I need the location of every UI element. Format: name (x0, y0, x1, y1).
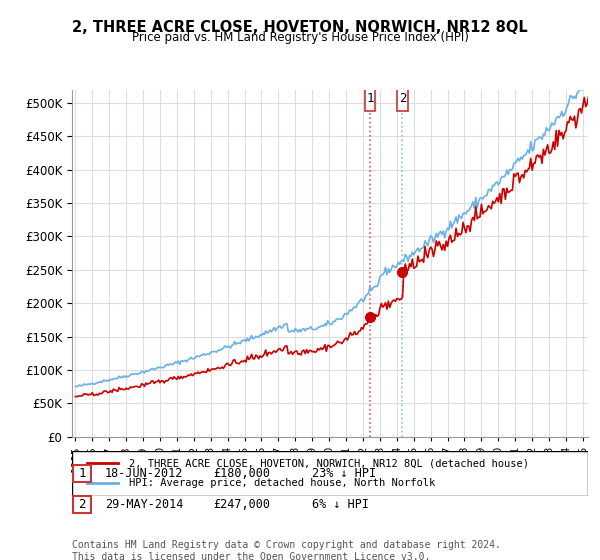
Text: £180,000: £180,000 (213, 466, 270, 480)
Text: 29-MAY-2014: 29-MAY-2014 (105, 497, 184, 511)
Text: 2: 2 (399, 92, 406, 105)
FancyBboxPatch shape (73, 496, 91, 513)
FancyBboxPatch shape (365, 86, 375, 111)
FancyBboxPatch shape (73, 465, 91, 482)
Text: HPI: Average price, detached house, North Norfolk: HPI: Average price, detached house, Nort… (129, 478, 435, 488)
Text: Contains HM Land Registry data © Crown copyright and database right 2024.
This d: Contains HM Land Registry data © Crown c… (72, 540, 501, 560)
Text: 6% ↓ HPI: 6% ↓ HPI (312, 497, 369, 511)
Text: 1: 1 (366, 92, 374, 105)
Text: 1: 1 (79, 467, 86, 480)
Text: 2, THREE ACRE CLOSE, HOVETON, NORWICH, NR12 8QL (detached house): 2, THREE ACRE CLOSE, HOVETON, NORWICH, N… (129, 458, 529, 468)
FancyBboxPatch shape (397, 86, 407, 111)
Text: 18-JUN-2012: 18-JUN-2012 (105, 466, 184, 480)
Text: 23% ↓ HPI: 23% ↓ HPI (312, 466, 376, 480)
Text: 2, THREE ACRE CLOSE, HOVETON, NORWICH, NR12 8QL: 2, THREE ACRE CLOSE, HOVETON, NORWICH, N… (72, 20, 528, 35)
Text: Price paid vs. HM Land Registry's House Price Index (HPI): Price paid vs. HM Land Registry's House … (131, 31, 469, 44)
FancyBboxPatch shape (72, 451, 588, 496)
Text: £247,000: £247,000 (213, 497, 270, 511)
Text: 2: 2 (79, 498, 86, 511)
